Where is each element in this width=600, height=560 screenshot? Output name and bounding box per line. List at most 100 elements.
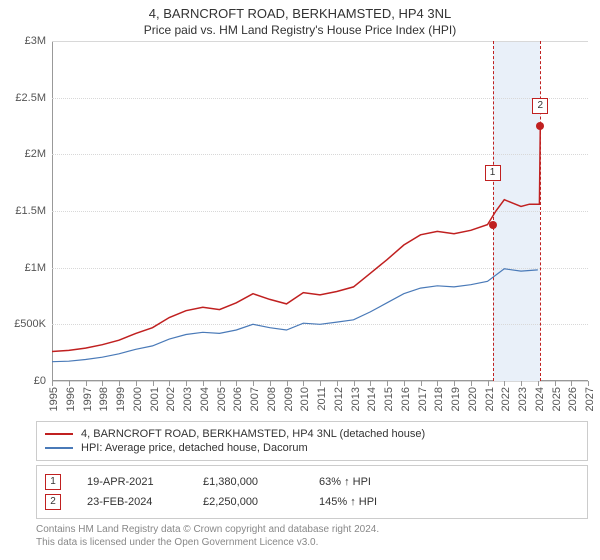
- x-tick-label: 2015: [383, 387, 395, 411]
- x-axis-labels: 1995199619971998199920002001200220032004…: [52, 381, 588, 417]
- sale-marker: 2: [45, 494, 61, 510]
- x-tick-mark: [52, 381, 53, 386]
- x-tick-label: 2012: [333, 387, 345, 411]
- x-tick-mark: [555, 381, 556, 386]
- sale-date: 19-APR-2021: [87, 476, 177, 488]
- legend-item-property: 4, BARNCROFT ROAD, BERKHAMSTED, HP4 3NL …: [45, 427, 579, 441]
- x-tick-mark: [488, 381, 489, 386]
- x-tick-label: 1999: [115, 387, 127, 411]
- x-tick-mark: [404, 381, 405, 386]
- x-tick-label: 2009: [283, 387, 295, 411]
- x-tick-mark: [169, 381, 170, 386]
- x-tick-mark: [270, 381, 271, 386]
- plot-svg: [52, 41, 588, 381]
- legend-swatch: [45, 433, 73, 435]
- x-tick-label: 1997: [82, 387, 94, 411]
- x-tick-mark: [236, 381, 237, 386]
- legend-swatch: [45, 447, 73, 449]
- y-tick-label: £2M: [25, 148, 46, 160]
- x-tick-label: 2008: [266, 387, 278, 411]
- marker-line-2: [540, 41, 541, 381]
- x-tick-mark: [337, 381, 338, 386]
- y-tick-label: £1.5M: [15, 205, 46, 217]
- x-tick-mark: [253, 381, 254, 386]
- x-tick-mark: [86, 381, 87, 386]
- x-tick-mark: [102, 381, 103, 386]
- footer-line-2: This data is licensed under the Open Gov…: [36, 536, 588, 549]
- x-tick-label: 2017: [417, 387, 429, 411]
- y-tick-label: £500K: [14, 318, 46, 330]
- sales-table: 1 19-APR-2021 £1,380,000 63% ↑ HPI 2 23-FEB-2…: [36, 465, 588, 519]
- x-tick-mark: [454, 381, 455, 386]
- chart-container: 4, BARNCROFT ROAD, BERKHAMSTED, HP4 3NL …: [0, 0, 600, 560]
- plot-area: £0£500K£1M£1.5M£2M£2.5M£3M12: [52, 41, 588, 381]
- marker-box-1: 1: [485, 165, 501, 181]
- sale-price: £2,250,000: [203, 496, 293, 508]
- x-tick-mark: [471, 381, 472, 386]
- sale-pct: 145% ↑ HPI: [319, 496, 409, 508]
- y-tick-label: £2.5M: [15, 92, 46, 104]
- x-tick-mark: [303, 381, 304, 386]
- marker-dot-2: [536, 122, 544, 130]
- chart-title: 4, BARNCROFT ROAD, BERKHAMSTED, HP4 3NL: [0, 0, 600, 21]
- x-tick-mark: [287, 381, 288, 386]
- x-tick-label: 1996: [65, 387, 77, 411]
- x-tick-label: 2001: [149, 387, 161, 411]
- y-tick-label: £0: [34, 375, 46, 387]
- x-tick-label: 2023: [517, 387, 529, 411]
- legend: 4, BARNCROFT ROAD, BERKHAMSTED, HP4 3NL …: [36, 421, 588, 461]
- footer-attribution: Contains HM Land Registry data © Crown c…: [36, 523, 588, 549]
- sale-price: £1,380,000: [203, 476, 293, 488]
- marker-box-2: 2: [532, 98, 548, 114]
- x-tick-label: 2019: [450, 387, 462, 411]
- footer-line-1: Contains HM Land Registry data © Crown c…: [36, 523, 588, 536]
- x-tick-mark: [387, 381, 388, 386]
- legend-label: HPI: Average price, detached house, Daco…: [81, 442, 308, 454]
- x-tick-mark: [354, 381, 355, 386]
- series-hpi: [52, 269, 538, 362]
- sale-marker: 1: [45, 474, 61, 490]
- x-tick-label: 2000: [132, 387, 144, 411]
- x-tick-label: 2007: [249, 387, 261, 411]
- x-tick-label: 2005: [216, 387, 228, 411]
- x-tick-mark: [119, 381, 120, 386]
- x-tick-mark: [136, 381, 137, 386]
- sale-date: 23-FEB-2024: [87, 496, 177, 508]
- x-tick-label: 2010: [299, 387, 311, 411]
- sale-row-2: 2 23-FEB-2024 £2,250,000 145% ↑ HPI: [45, 492, 579, 512]
- x-tick-label: 2027: [584, 387, 596, 411]
- marker-line-1: [493, 41, 494, 381]
- x-tick-label: 2022: [500, 387, 512, 411]
- sale-pct: 63% ↑ HPI: [319, 476, 409, 488]
- x-tick-mark: [220, 381, 221, 386]
- x-tick-mark: [370, 381, 371, 386]
- x-tick-label: 2004: [199, 387, 211, 411]
- legend-label: 4, BARNCROFT ROAD, BERKHAMSTED, HP4 3NL …: [81, 428, 425, 440]
- x-tick-label: 2003: [182, 387, 194, 411]
- x-tick-label: 2018: [433, 387, 445, 411]
- x-tick-mark: [421, 381, 422, 386]
- x-tick-mark: [571, 381, 572, 386]
- x-tick-label: 2025: [551, 387, 563, 411]
- y-tick-label: £1M: [25, 262, 46, 274]
- x-tick-label: 2021: [484, 387, 496, 411]
- x-tick-label: 2002: [165, 387, 177, 411]
- x-tick-mark: [504, 381, 505, 386]
- x-tick-mark: [521, 381, 522, 386]
- x-tick-mark: [153, 381, 154, 386]
- x-tick-mark: [588, 381, 589, 386]
- chart-subtitle: Price paid vs. HM Land Registry's House …: [0, 21, 600, 41]
- x-tick-label: 2013: [350, 387, 362, 411]
- x-tick-label: 1998: [98, 387, 110, 411]
- x-tick-label: 1995: [48, 387, 60, 411]
- x-tick-label: 2026: [567, 387, 579, 411]
- marker-dot-1: [489, 221, 497, 229]
- x-tick-mark: [538, 381, 539, 386]
- legend-item-hpi: HPI: Average price, detached house, Daco…: [45, 441, 579, 455]
- x-tick-mark: [203, 381, 204, 386]
- x-tick-label: 2011: [316, 387, 328, 411]
- x-tick-label: 2020: [467, 387, 479, 411]
- x-tick-label: 2006: [232, 387, 244, 411]
- x-tick-label: 2024: [534, 387, 546, 411]
- y-tick-label: £3M: [25, 35, 46, 47]
